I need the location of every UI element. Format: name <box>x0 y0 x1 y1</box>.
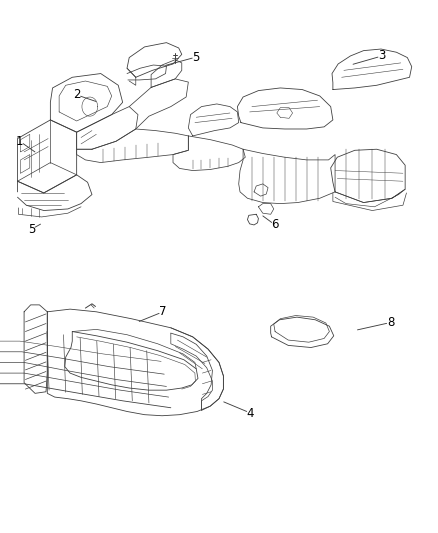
Text: 4: 4 <box>247 407 254 419</box>
Text: 7: 7 <box>159 305 167 318</box>
Text: 8: 8 <box>387 316 394 329</box>
Text: 2: 2 <box>73 88 81 101</box>
Text: 1: 1 <box>16 135 24 148</box>
Text: 5: 5 <box>193 51 200 63</box>
Text: 3: 3 <box>378 50 385 62</box>
Text: 6: 6 <box>271 219 279 231</box>
Text: 5: 5 <box>28 223 35 236</box>
